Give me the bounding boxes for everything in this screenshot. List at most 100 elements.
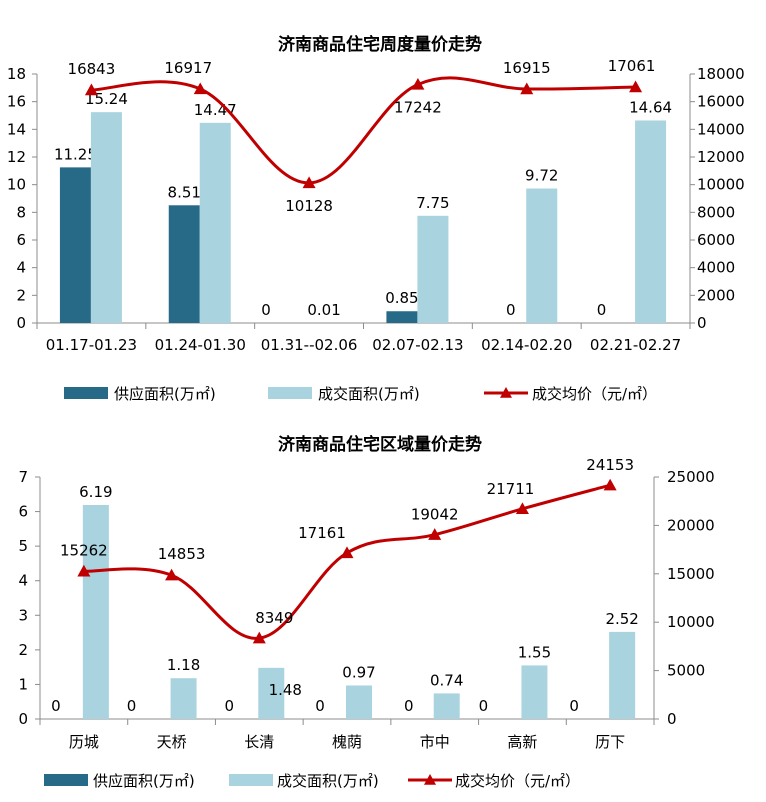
right-tick-label: 6000 <box>697 231 735 249</box>
bar-supply <box>168 205 200 323</box>
bar-data-label: 0 <box>127 697 137 715</box>
right-tick-label: 8000 <box>697 203 735 221</box>
left-tick-label: 18 <box>7 65 26 83</box>
price-data-label: 16843 <box>68 60 116 78</box>
bar-transaction <box>199 122 231 323</box>
right-tick-label: 0 <box>697 314 707 332</box>
legend-swatch <box>229 774 273 786</box>
bar-transaction <box>170 678 197 719</box>
right-tick-label: 2000 <box>697 286 735 304</box>
left-tick-label: 4 <box>16 259 26 277</box>
price-line <box>91 76 636 185</box>
bar-data-label: 8.51 <box>168 183 201 201</box>
price-point-marker <box>428 528 442 540</box>
price-point-marker <box>77 564 91 577</box>
bar-data-label: 0 <box>597 301 607 319</box>
chart-title: 济南商品住宅区域量价走势 <box>278 434 482 455</box>
left-tick-label: 6 <box>16 231 26 249</box>
bar-data-label: 0 <box>51 697 61 715</box>
price-data-label: 17061 <box>608 57 656 75</box>
legend-label: 供应面积(万㎡) <box>93 772 195 790</box>
bar-supply <box>386 311 418 323</box>
legend-marker <box>500 387 512 398</box>
bar-data-label: 1.55 <box>518 643 551 661</box>
bar-transaction <box>635 120 667 323</box>
left-tick-label: 16 <box>7 93 26 111</box>
left-tick-label: 6 <box>18 503 28 521</box>
x-tick-label: 01.24-01.30 <box>155 336 246 354</box>
x-tick-label: 市中 <box>420 733 450 751</box>
price-data-label: 10128 <box>285 197 333 215</box>
bar-data-label: 11.25 <box>54 145 97 163</box>
bar-transaction <box>521 665 548 719</box>
bar-data-label: 0.85 <box>385 289 418 307</box>
legend-label: 成交面积(万㎡) <box>318 385 420 403</box>
price-data-label: 14853 <box>158 545 206 563</box>
x-tick-label: 槐荫 <box>332 733 362 751</box>
price-point-marker <box>411 77 425 90</box>
x-tick-label: 长清 <box>244 733 274 751</box>
legend-label: 成交面积(万㎡) <box>277 772 379 790</box>
bar-data-label: 14.64 <box>629 98 672 116</box>
x-tick-label: 01.17-01.23 <box>46 336 137 354</box>
x-tick-label: 天桥 <box>157 733 187 751</box>
right-tick-label: 15000 <box>667 565 715 583</box>
right-tick-label: 18000 <box>697 65 745 83</box>
bar-transaction <box>526 188 558 323</box>
left-tick-label: 0 <box>18 710 28 728</box>
chart-title: 济南商品住宅周度量价走势 <box>278 34 482 55</box>
left-tick-label: 2 <box>18 641 28 659</box>
left-tick-label: 10 <box>7 176 26 194</box>
price-point-marker <box>515 502 529 515</box>
price-point-marker <box>165 568 179 581</box>
bar-data-label: 0 <box>569 697 579 715</box>
x-tick-label: 高新 <box>507 733 537 751</box>
left-tick-label: 5 <box>18 537 28 555</box>
right-tick-label: 10000 <box>667 613 715 631</box>
legend-label: 供应面积(万㎡) <box>114 385 216 403</box>
bar-data-label: 0.01 <box>307 301 340 319</box>
price-data-label: 19042 <box>411 506 459 524</box>
price-point-marker <box>193 82 207 95</box>
right-tick-label: 4000 <box>697 259 735 277</box>
legend: 供应面积(万㎡) 成交面积(万㎡) 成交均价（元/㎡） <box>44 772 580 790</box>
x-tick-label: 02.14-02.20 <box>481 336 572 354</box>
price-data-label: 8349 <box>255 609 293 627</box>
bar-data-label: 0 <box>261 301 271 319</box>
left-tick-label: 7 <box>18 468 28 486</box>
legend-swatch <box>44 774 88 786</box>
bar-data-label: 0 <box>315 697 325 715</box>
bar-data-label: 0 <box>506 301 516 319</box>
left-tick-label: 14 <box>7 120 26 138</box>
right-tick-label: 0 <box>667 710 677 728</box>
legend-swatch <box>268 387 312 399</box>
left-tick-label: 2 <box>16 286 26 304</box>
bar-data-label: 1.18 <box>167 656 200 674</box>
left-tick-label: 0 <box>16 314 26 332</box>
chart-2: 济南商品住宅区域量价走势 0 1 2 3 4 5 6 7 0 5000 10000 15000 20000… <box>18 434 714 790</box>
price-data-label: 16915 <box>503 59 551 77</box>
bar-transaction <box>82 505 109 719</box>
left-tick-label: 4 <box>18 572 28 590</box>
chart-1: 济南商品住宅周度量价走势 0 2 4 6 8 10 12 14 16 18 0 2000 4000 6000… <box>7 34 745 403</box>
bar-data-label: 0 <box>225 697 235 715</box>
legend-marker <box>424 774 436 785</box>
right-tick-label: 14000 <box>697 120 745 138</box>
bar-transaction <box>609 631 636 719</box>
bar-transaction <box>90 112 122 324</box>
left-tick-label: 8 <box>16 203 26 221</box>
bar-data-label: 7.75 <box>416 194 449 212</box>
price-point-marker <box>629 80 643 93</box>
bar-data-label: 0 <box>404 697 414 715</box>
price-data-label: 16917 <box>164 59 212 77</box>
bar-transaction <box>417 215 449 323</box>
bar-data-label: 6.19 <box>79 483 112 501</box>
price-data-label: 17161 <box>298 524 346 542</box>
left-tick-label: 3 <box>18 606 28 624</box>
bar-data-label: 9.72 <box>525 167 558 185</box>
legend-label: 成交均价（元/㎡） <box>532 385 657 403</box>
x-tick-label: 02.07-02.13 <box>372 336 463 354</box>
bar-data-label: 14.47 <box>194 101 237 119</box>
price-data-label: 21711 <box>487 480 535 498</box>
price-point-marker <box>520 82 534 95</box>
